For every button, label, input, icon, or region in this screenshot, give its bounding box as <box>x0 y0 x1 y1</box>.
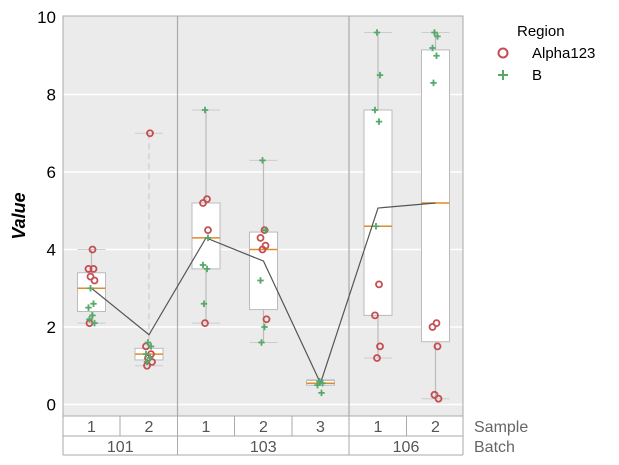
box <box>191 202 221 270</box>
point-b <box>434 33 441 40</box>
point-b <box>259 157 266 164</box>
point-b <box>318 389 325 397</box>
y-tick-label: 8 <box>47 86 56 105</box>
sample-label: 2 <box>259 419 268 436</box>
y-axis-label: Value <box>9 192 29 239</box>
legend-title: Region <box>517 23 565 40</box>
point-b <box>433 52 440 59</box>
x-category-table: 1 2 1 2 3 1 2 101 103 106 <box>62 416 464 456</box>
point-alpha123 <box>262 315 271 324</box>
point-b <box>200 300 208 307</box>
point-b <box>91 319 98 327</box>
point-b <box>375 118 383 125</box>
point-b <box>203 265 211 273</box>
batch-label: 101 <box>107 439 134 456</box>
point-b <box>314 381 321 389</box>
point-b <box>144 339 152 346</box>
legend: Region Alpha123 B <box>497 23 595 84</box>
point-b <box>201 106 209 114</box>
box <box>249 231 278 311</box>
point-b <box>90 300 97 307</box>
sample-level-label: Sample <box>474 419 528 436</box>
point-alpha123 <box>146 129 154 138</box>
point-alpha123 <box>201 319 209 328</box>
point-alpha123 <box>371 311 379 320</box>
point-b <box>143 358 151 366</box>
point-b <box>204 234 212 242</box>
point-b <box>199 261 207 269</box>
point-b <box>429 44 436 52</box>
sample-label: 1 <box>202 419 211 436</box>
y-tick-labels: 0 2 4 6 8 10 <box>37 8 56 415</box>
legend-marker-plus <box>498 70 508 80</box>
point-alpha123 <box>203 195 211 204</box>
point-alpha123 <box>373 354 381 362</box>
median-trend <box>91 202 436 385</box>
batch-dividers <box>176 16 350 416</box>
sample-label: 2 <box>145 419 154 436</box>
sample-label: 3 <box>316 419 325 436</box>
y-tick-label: 4 <box>47 241 56 260</box>
point-alpha123 <box>434 394 443 403</box>
box <box>421 49 450 343</box>
median-trend-line <box>91 202 436 385</box>
point-alpha123 <box>430 390 439 399</box>
point-alpha123 <box>204 226 212 235</box>
y-tick-label: 0 <box>47 396 56 415</box>
point-b <box>373 29 381 36</box>
legend-marker-circle <box>497 47 509 59</box>
point-b <box>261 323 268 331</box>
point-b <box>86 316 93 323</box>
point-alpha123 <box>433 342 442 351</box>
point-b <box>257 277 264 284</box>
point-b <box>87 285 94 292</box>
point-b <box>372 223 380 230</box>
point-alpha123 <box>428 323 437 331</box>
point-b <box>146 354 154 362</box>
point-b <box>262 226 269 234</box>
plot-frame <box>62 15 464 417</box>
batch-label: 103 <box>250 439 277 456</box>
point-alpha123 <box>88 245 97 254</box>
point-alpha123 <box>84 264 93 273</box>
point-alpha123 <box>432 319 441 328</box>
point-b <box>85 304 92 311</box>
point-alpha123 <box>375 280 383 289</box>
point-b <box>371 106 379 114</box>
batch-level-label: Batch <box>474 439 515 456</box>
y-tick-label: 6 <box>47 163 56 182</box>
point-b <box>89 312 96 319</box>
point-alpha123 <box>86 272 95 281</box>
point-alpha123 <box>90 276 99 285</box>
sample-label: 1 <box>374 419 383 436</box>
point-b <box>258 339 265 346</box>
point-alpha123 <box>376 342 384 351</box>
point-alpha123 <box>89 264 98 273</box>
point-b <box>430 79 437 87</box>
batch-label: 106 <box>393 439 420 456</box>
sample-label: 1 <box>87 419 96 436</box>
box <box>363 109 393 316</box>
point-b <box>142 350 150 358</box>
y-tick-label: 10 <box>37 8 56 27</box>
point-b <box>431 29 438 36</box>
box <box>77 272 106 312</box>
legend-entry-label: B <box>532 67 542 84</box>
point-alpha123 <box>258 245 267 254</box>
sample-label: 2 <box>431 419 440 436</box>
y-tick-label: 2 <box>47 318 56 337</box>
point-b <box>376 71 384 79</box>
point-b <box>319 379 326 387</box>
point-alpha123 <box>199 199 207 207</box>
legend-entry-label: Alpha123 <box>532 45 595 62</box>
data-points <box>84 29 443 403</box>
point-b <box>147 343 155 350</box>
point-alpha123 <box>256 233 265 242</box>
